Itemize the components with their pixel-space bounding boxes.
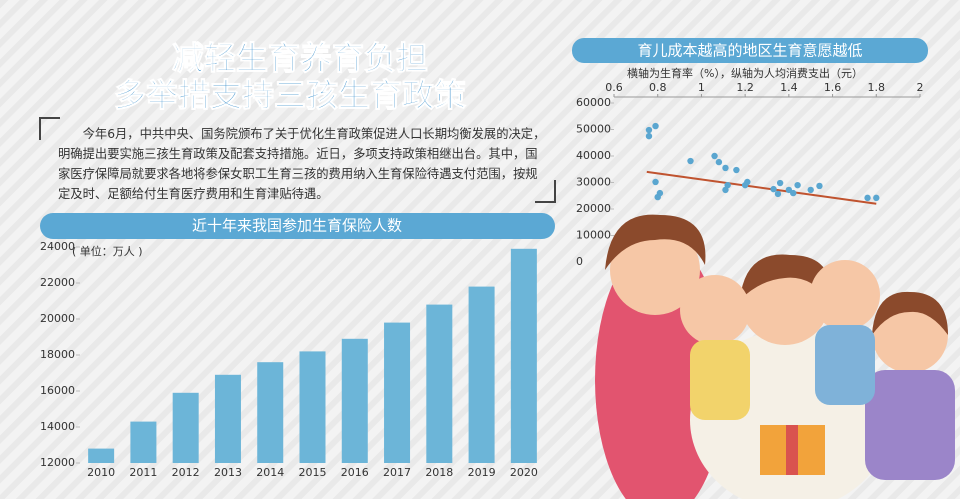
x-tick-label: 2010 [87,466,115,479]
scatter-point [816,182,823,190]
body-text: 今年6月，中共中央、国务院颁布了关于优化生育政策促进人口长期均衡发展的决定，明确… [58,127,546,201]
scatter-point [652,122,659,130]
y-tick-label: 18000 [40,348,75,361]
x-tick-label: 2019 [468,466,496,479]
scatter-point [722,164,729,172]
x-tick-label: 2016 [341,466,369,479]
unit-label: ( 单位：万人 ) [72,244,143,258]
x-tick-label: 2020 [510,466,538,479]
scatter-point [733,166,740,174]
x-tick-label: 2 [917,81,924,94]
scatter-point [774,190,782,198]
x-tick-label: 2011 [129,466,157,479]
scatter-point [724,181,731,189]
scatter-point [645,126,653,134]
x-tick-label: 0.8 [649,81,667,94]
y-tick-label: 60000 [576,96,611,109]
y-tick-label: 14000 [40,420,75,433]
bar [341,338,368,463]
bar [384,322,411,463]
y-tick-label: 16000 [40,384,75,397]
y-tick-label: 20000 [576,202,611,215]
x-tick-label: 1 [698,81,705,94]
headline: 多举措支持三孩生育政策 [114,76,466,114]
scatter-point [776,179,784,187]
x-tick-label: 1.8 [868,81,886,94]
chart-title-bar [572,38,928,63]
scatter-point [652,178,659,186]
scatter-point [722,186,729,194]
y-tick-label: 30000 [576,176,611,189]
x-tick-label: 2014 [256,466,284,479]
scatter-point [711,152,718,160]
y-tick-label: 50000 [576,123,611,136]
x-tick-label: 1.4 [780,81,798,94]
scatter-point [645,132,653,140]
x-tick-label: 0.6 [605,81,623,94]
scatter-point [864,194,871,202]
x-tick-label: 1.2 [736,81,754,94]
scatter-point [790,189,797,197]
y-tick-label: 0 [576,255,583,268]
scatter-point [654,193,661,201]
bar [510,248,537,463]
illustration [595,214,955,499]
chart-subtitle: 横轴为生育率（%），纵轴为人均消费支出（元） [627,66,863,80]
x-tick-label: 2013 [214,466,242,479]
headline: 减轻生育养育负担 [172,39,428,77]
y-tick-label: 20000 [40,312,75,325]
bar [426,304,453,463]
scatter-point [770,185,777,193]
scatter-point [794,181,801,189]
x-tick-label: 2012 [172,466,200,479]
bar [214,374,241,463]
bar [299,351,326,463]
bar [172,392,199,463]
bar [257,362,284,463]
y-tick-label: 24000 [40,240,75,253]
scatter-point [744,178,751,186]
scatter-point [687,157,694,165]
bar [130,421,157,463]
y-tick-label: 12000 [40,456,75,469]
bar [88,448,115,463]
chart-title: 近十年来我国参加生育保险人数 [192,217,402,235]
x-tick-label: 2018 [425,466,453,479]
x-tick-label: 2017 [383,466,411,479]
scatter-point [807,186,814,194]
corner-bracket [39,117,556,203]
scatter-point [715,158,723,166]
scatter-point [873,194,880,202]
bar [468,286,495,463]
x-tick-label: 1.6 [824,81,842,94]
chart-title: 育儿成本越高的地区生育意愿越低 [637,42,862,60]
y-tick-label: 40000 [576,149,611,162]
y-tick-label: 22000 [40,276,75,289]
x-tick-label: 2015 [299,466,327,479]
trend-line [646,170,877,205]
y-tick-label: 10000 [576,229,611,242]
chart-title-bar [40,213,555,239]
